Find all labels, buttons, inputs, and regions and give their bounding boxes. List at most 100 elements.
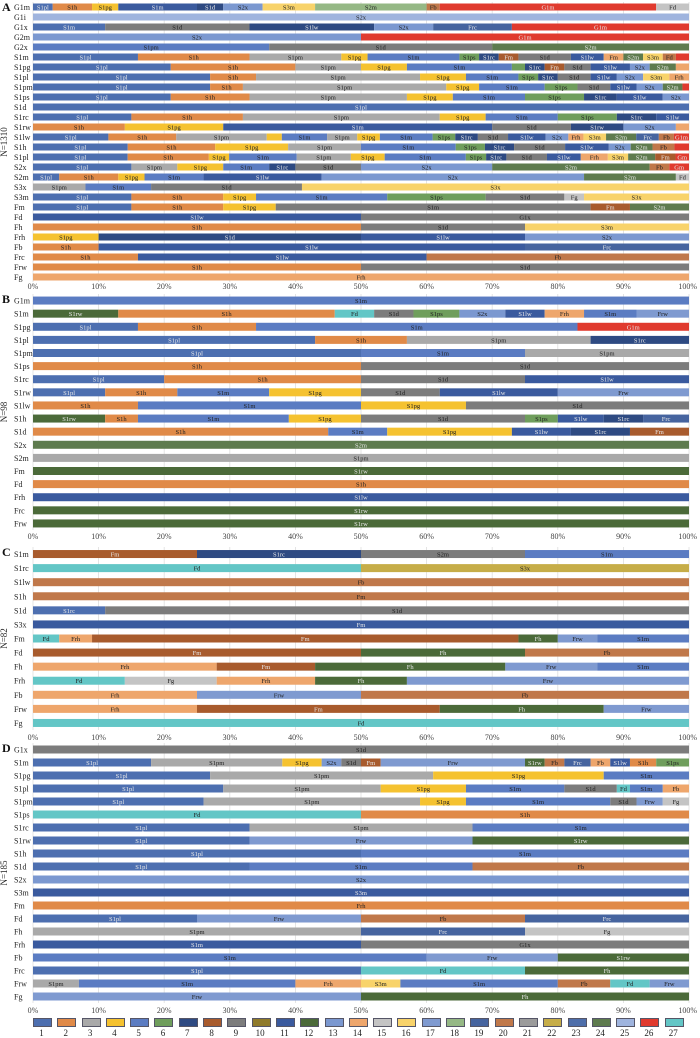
bar-segment <box>33 322 138 331</box>
bar-row: S1rc Fd S3x <box>14 564 689 573</box>
segment-label: Fb <box>663 135 670 142</box>
bar-row: Fd Fm Fh Fb <box>14 648 689 658</box>
bar-segment <box>33 163 132 171</box>
bar-segment <box>590 335 689 344</box>
bar-segment <box>33 745 689 754</box>
row-label: Frw <box>14 263 27 272</box>
legend-label: 6 <box>160 1028 166 1038</box>
row-label: S1pg <box>14 323 30 332</box>
segment-label: S1m <box>112 185 124 192</box>
segment-label: S1m <box>640 773 652 780</box>
bar-segment <box>33 349 361 357</box>
bar-segment <box>249 93 407 101</box>
bar-segment <box>118 173 145 181</box>
segment-label: Fd <box>440 968 448 975</box>
segment-label: S1h <box>356 337 367 344</box>
segment-label: S1d <box>346 760 357 767</box>
bar-segment <box>33 453 689 462</box>
bar-segment <box>361 966 525 975</box>
legend-swatch <box>348 1018 368 1027</box>
segment-label: S1d <box>225 235 236 242</box>
bar-segment <box>203 173 322 181</box>
segment-label: S1lw <box>613 760 627 767</box>
legend-swatch <box>591 1018 611 1027</box>
segment-label: S3m <box>650 75 662 82</box>
segment-label: S1pm <box>316 155 331 162</box>
legend-swatch <box>421 1018 441 1027</box>
segment-label: Fb <box>522 692 529 699</box>
segment-label: S1rw <box>590 125 604 132</box>
segment-label: S2m <box>627 55 639 62</box>
bar-segment <box>361 33 689 41</box>
segment-label: S1d <box>535 145 546 152</box>
bar-segment <box>439 113 486 121</box>
segment-label: S1h <box>166 145 177 152</box>
segment-label: Fd <box>194 812 202 819</box>
segment-label: Frc <box>603 916 612 923</box>
bar-segment <box>420 73 466 81</box>
bar-segment <box>33 223 361 231</box>
segment-label: Frc <box>662 416 671 423</box>
bar-segment <box>33 578 689 587</box>
segment-label: Fm <box>661 155 670 162</box>
bar-segment <box>361 362 689 371</box>
segment-label: S2x <box>635 65 646 72</box>
segment-label: S1h <box>520 812 531 819</box>
bar-segment <box>321 758 342 767</box>
bar-segment <box>223 123 493 131</box>
bar-segment <box>570 123 624 131</box>
segment-label: S1m <box>352 125 364 132</box>
bar-segment <box>629 427 689 436</box>
bar-segment <box>616 73 644 81</box>
bar-segment <box>505 662 598 671</box>
bar-segment <box>643 414 689 423</box>
bar-segment <box>675 53 689 61</box>
bar-segment <box>92 3 119 11</box>
row-label: Frc <box>14 506 25 515</box>
bar-segment <box>432 133 456 141</box>
segment-label: Fb <box>672 786 679 793</box>
bar-segment <box>616 113 657 121</box>
row-label: Frh <box>14 677 25 686</box>
bar-row: S1rc S1pl S1h S1pm S1pg S1m S1ps S1rc S1lw <box>14 113 689 122</box>
segment-label: S1pg <box>361 155 375 162</box>
bar-segment <box>197 704 440 713</box>
bar-row: S1rw S1h S1pg S1m S1d S1rw S2x <box>14 123 689 132</box>
legend-item: 16 <box>397 1018 417 1038</box>
segment-label: S1d <box>395 390 406 397</box>
bar-segment <box>597 634 689 643</box>
segment-label: S2x <box>615 145 626 152</box>
bar-segment <box>603 53 624 61</box>
bar-segment <box>658 133 674 141</box>
bar-row: Fh S1pm Frc Fg <box>14 927 689 937</box>
bar-segment <box>439 704 604 713</box>
x-tick-label: 50% <box>354 282 369 291</box>
bar-segment <box>361 388 440 397</box>
bar-segment <box>590 203 630 211</box>
segment-label: S1h <box>182 115 193 122</box>
row-label: S1ps <box>14 93 30 102</box>
row-label: S1h <box>14 592 26 601</box>
bar-segment <box>590 758 611 767</box>
bar-segment <box>361 213 689 221</box>
segment-label: S1pl <box>40 175 52 182</box>
bar-row: S1m S1pl S1h S1pm S1pg S1m S1ps S1rc Fm S1d S1lw Fm… <box>14 53 689 62</box>
segment-label: Frw <box>192 994 203 1001</box>
bar-segment <box>105 388 178 397</box>
bar-segment <box>545 133 569 141</box>
bar-segment <box>636 133 659 141</box>
row-label: S1d <box>14 103 26 112</box>
bar-segment <box>557 414 604 423</box>
segment-label: S1rw <box>69 311 83 318</box>
row-label: S1pl <box>14 73 29 82</box>
legend-swatch <box>397 1018 417 1027</box>
legend-swatch <box>203 1018 223 1027</box>
row-label: S3x <box>14 620 26 629</box>
bar-row: Frw S1h S1d <box>14 263 689 272</box>
segment-label: S3x <box>520 566 531 573</box>
bar-segment <box>256 73 421 81</box>
bar-segment <box>33 3 53 11</box>
legend-swatch <box>543 1018 563 1027</box>
segment-label: S1pm <box>209 760 224 767</box>
